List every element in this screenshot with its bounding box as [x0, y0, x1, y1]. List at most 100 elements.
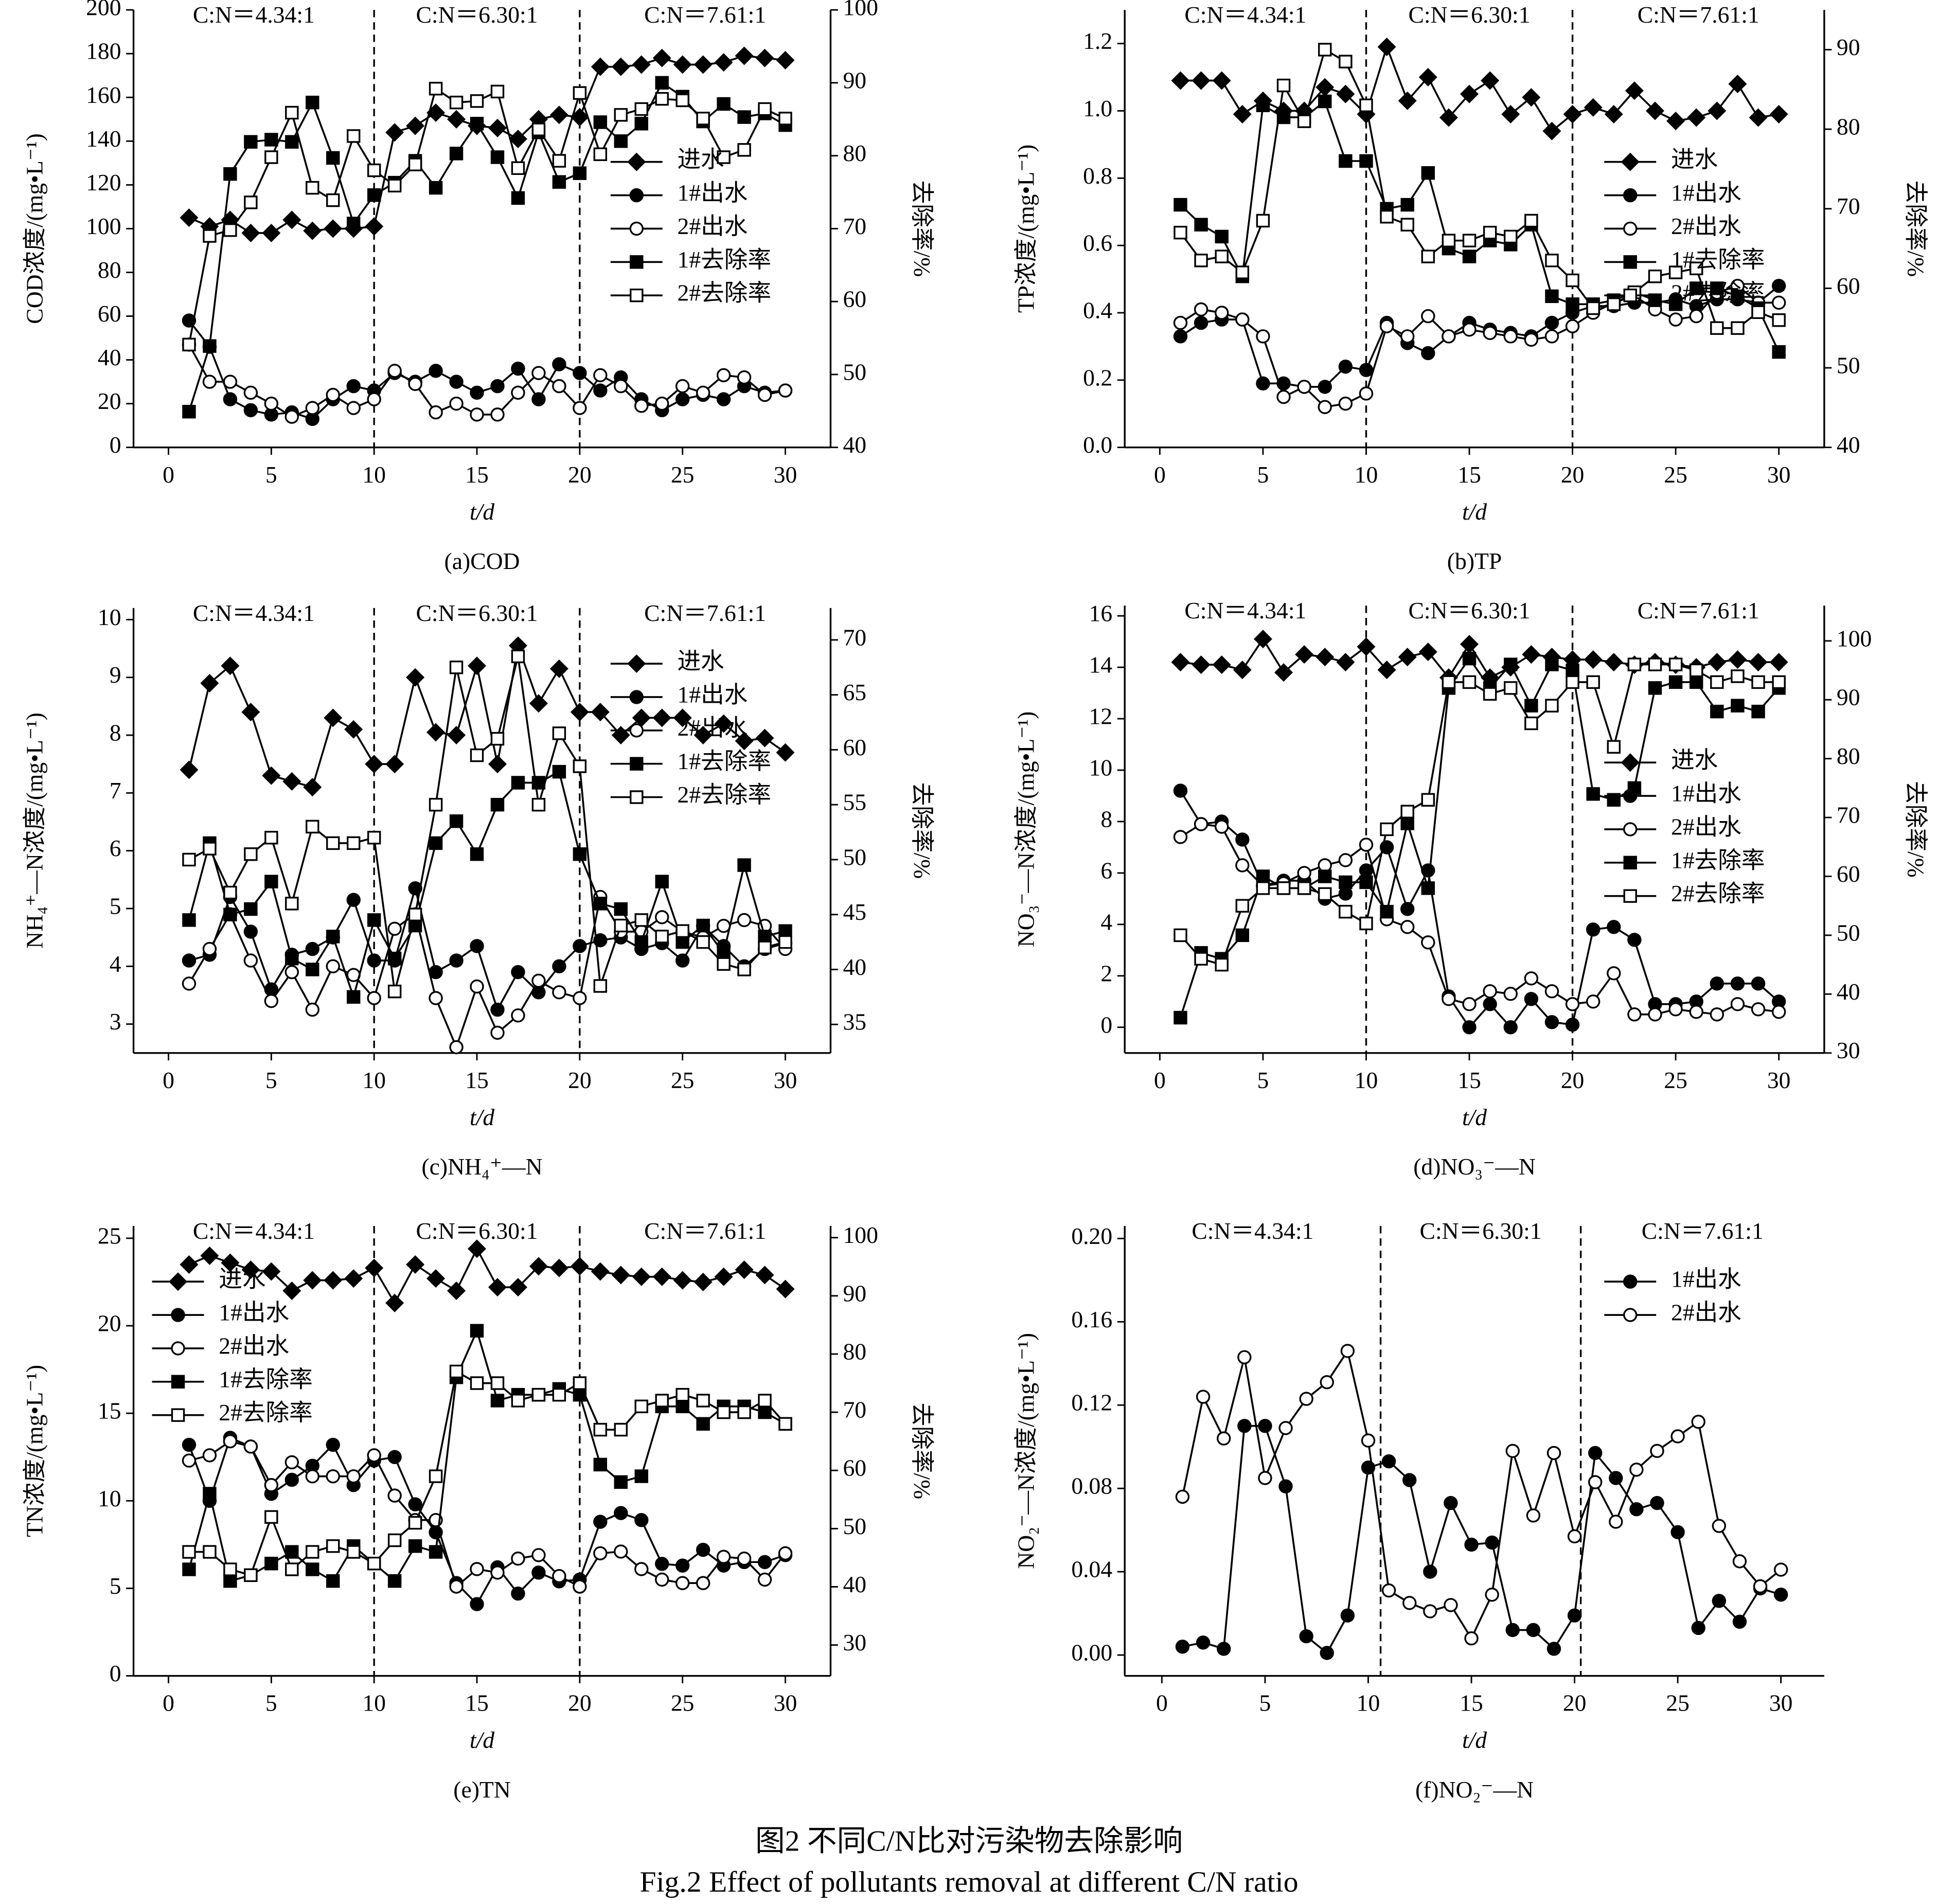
legend-marker — [629, 723, 644, 738]
marker-circle — [470, 407, 484, 422]
marker-circle — [264, 1478, 279, 1492]
marker-circle — [1526, 1508, 1541, 1523]
legend-marker — [171, 1408, 185, 1422]
y-axis-label: TN浓度/(mg•L⁻¹) — [22, 1365, 48, 1537]
y2-tick-label: 90 — [843, 1280, 866, 1306]
marker-diamond — [406, 668, 425, 687]
legend-marker — [630, 255, 644, 269]
marker-square — [1545, 254, 1559, 268]
marker-circle — [1237, 1350, 1252, 1364]
marker-square — [1318, 869, 1332, 883]
x-tick-label: 25 — [1666, 1690, 1690, 1716]
y2-tick-label: 60 — [843, 286, 866, 312]
y2-axis-label: 去除率/% — [1903, 181, 1929, 277]
marker-square — [1339, 154, 1353, 168]
marker-square — [758, 102, 772, 116]
marker-diamond — [1666, 112, 1685, 131]
x-tick-label: 10 — [1355, 1067, 1378, 1093]
marker-circle — [1359, 838, 1374, 852]
marker-square — [696, 1417, 710, 1431]
marker-diamond — [611, 57, 630, 76]
marker-square — [1215, 229, 1229, 244]
marker-diamond — [1192, 71, 1211, 90]
y-tick-label: 3 — [110, 1008, 121, 1035]
marker-diamond — [221, 1253, 240, 1272]
marker-diamond — [1728, 650, 1747, 669]
y-tick-label: 6 — [110, 835, 121, 861]
x-tick-label: 5 — [1257, 1067, 1269, 1093]
marker-square — [552, 764, 566, 779]
marker-circle — [1650, 1444, 1664, 1458]
marker-circle — [655, 910, 669, 924]
x-tick-label: 5 — [1259, 1690, 1271, 1716]
marker-square — [244, 902, 258, 916]
marker-circle — [1751, 1002, 1766, 1017]
y2-tick-label: 80 — [1837, 743, 1860, 769]
marker-diamond — [673, 55, 692, 74]
marker-square — [696, 935, 710, 949]
y-tick-label: 180 — [86, 38, 121, 64]
y2-axis-label: 去除率/% — [1903, 781, 1929, 878]
marker-square — [326, 151, 340, 165]
marker-diamond — [406, 116, 425, 135]
marker-circle — [1753, 1579, 1768, 1594]
marker-square — [511, 191, 525, 205]
x-tick-label: 5 — [1257, 461, 1269, 488]
marker-circle — [470, 1597, 484, 1611]
y-tick-label: 0.16 — [1071, 1306, 1112, 1332]
marker-circle — [552, 959, 566, 973]
y-tick-label: 0 — [110, 1660, 121, 1686]
marker-circle — [243, 385, 258, 400]
y-tick-label: 2 — [1100, 960, 1112, 986]
y-tick-label: 10 — [98, 604, 121, 630]
marker-circle — [696, 385, 710, 400]
legend-label: 1#去除率 — [678, 748, 771, 774]
marker-circle — [1650, 1496, 1664, 1510]
marker-circle — [1442, 329, 1456, 344]
marker-square — [387, 1533, 402, 1547]
marker-diamond — [447, 1281, 466, 1300]
legend-label: 2#出水 — [1671, 813, 1741, 840]
marker-circle — [1609, 1515, 1623, 1529]
marker-square — [1400, 805, 1414, 818]
marker-diamond — [508, 1278, 527, 1297]
legend-marker — [627, 152, 646, 171]
marker-circle — [511, 1008, 525, 1023]
marker-diamond — [324, 219, 343, 238]
marker-circle — [634, 1513, 649, 1527]
y2-axis-label: 去除率/% — [909, 1403, 935, 1500]
annotation: C:N＝7.61:1 — [1638, 597, 1759, 624]
marker-circle — [1588, 1475, 1603, 1489]
marker-square — [614, 918, 628, 933]
marker-circle — [1299, 1629, 1313, 1644]
marker-circle — [182, 953, 197, 968]
marker-diamond — [262, 766, 281, 785]
x-tick-label: 0 — [1154, 461, 1166, 488]
y-tick-label: 8 — [110, 720, 121, 746]
marker-square — [593, 1422, 608, 1437]
marker-circle — [470, 979, 484, 994]
marker-square — [1751, 675, 1765, 689]
marker-circle — [511, 965, 525, 980]
y2-tick-label: 50 — [1837, 352, 1860, 378]
marker-circle — [1402, 1596, 1417, 1610]
marker-diamond — [776, 743, 795, 762]
marker-circle — [511, 1551, 525, 1566]
marker-diamond — [200, 673, 219, 692]
marker-square — [1318, 94, 1332, 109]
marker-circle — [1340, 1344, 1355, 1358]
x-tick-label: 0 — [163, 1690, 174, 1716]
x-tick-label: 15 — [465, 1690, 489, 1716]
subtitle: (e)TN — [453, 1776, 510, 1803]
marker-circle — [367, 392, 381, 406]
marker-circle — [1320, 1646, 1334, 1660]
marker-circle — [1235, 858, 1250, 873]
marker-circle — [429, 405, 443, 420]
marker-square — [470, 94, 484, 108]
marker-square — [1256, 881, 1270, 895]
x-tick-label: 5 — [265, 1690, 277, 1716]
marker-diamond — [1460, 84, 1479, 103]
marker-diamond — [776, 1279, 795, 1298]
marker-circle — [1588, 1446, 1603, 1461]
marker-square — [1256, 98, 1270, 112]
